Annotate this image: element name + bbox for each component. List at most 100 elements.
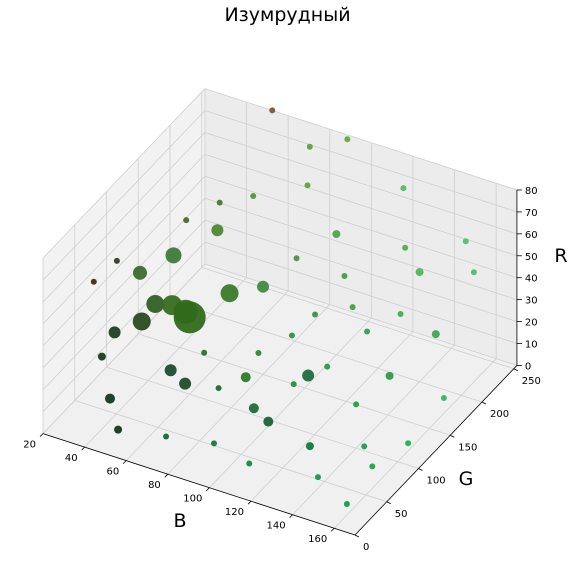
scatter-point — [306, 143, 313, 150]
scatter-point — [263, 416, 274, 427]
x-tick-label: 100 — [183, 494, 202, 505]
scatter-point — [293, 255, 300, 262]
scatter-point — [415, 268, 424, 277]
x-tick-label: 160 — [308, 534, 327, 545]
grid-line — [42, 219, 206, 391]
scatter-point — [114, 425, 123, 434]
data-points — [90, 107, 477, 507]
z-tick-label: 0 — [525, 361, 531, 372]
scatter-point — [431, 330, 440, 339]
scatter-point — [353, 401, 360, 408]
scatter-point — [402, 244, 409, 251]
scatter-point — [211, 224, 224, 237]
scatter-point — [470, 269, 477, 276]
grid-line — [42, 197, 206, 369]
grid-line — [204, 175, 518, 279]
grid-line — [106, 366, 419, 469]
scatter-point — [220, 284, 239, 303]
grid-line — [204, 241, 518, 344]
z-tick-label: 30 — [525, 296, 538, 307]
grid-line — [209, 317, 372, 488]
grid-line — [250, 331, 414, 502]
x-axis-line — [42, 433, 356, 536]
scatter-point — [108, 326, 121, 339]
y-tick-label: 50 — [395, 509, 408, 520]
y-tick — [386, 501, 391, 505]
scatter-point — [215, 385, 222, 392]
z-tick-label: 10 — [525, 339, 538, 350]
scatter-point — [343, 500, 350, 507]
scatter-point — [246, 460, 253, 467]
z-tick-label: 70 — [525, 208, 538, 219]
z-tick-label: 80 — [525, 186, 538, 197]
scatter-point — [146, 294, 165, 313]
y-tick — [418, 468, 423, 471]
y-tick-label: 250 — [522, 376, 541, 387]
scatter-point — [211, 440, 217, 447]
grid-line — [204, 263, 518, 366]
y-tick — [450, 434, 455, 438]
scatter-point — [361, 443, 368, 450]
scatter-point — [462, 238, 469, 245]
tick-labels: 20 40 60 80 100 120 140 160 0 50 100 150 200 250 0 10 20… — [23, 186, 541, 553]
grid-lines — [42, 88, 518, 536]
scatter-point — [344, 136, 351, 143]
scatter-point — [201, 349, 208, 356]
chart-title: Изумрудный — [224, 4, 351, 26]
grid-line — [42, 88, 206, 259]
y-tick-label: 100 — [427, 476, 446, 487]
y-tick — [481, 401, 487, 405]
grid-line — [204, 132, 518, 235]
scatter-point — [304, 182, 311, 189]
scatter-point — [302, 369, 315, 382]
scatter-point — [290, 381, 297, 388]
x-tick — [247, 500, 252, 505]
grid-line — [42, 132, 206, 303]
scatter-point — [133, 265, 147, 280]
scatter-point — [364, 328, 371, 335]
scatter-point — [250, 193, 257, 200]
floor-pane — [43, 264, 517, 535]
y-tick-label: 0 — [363, 542, 369, 553]
scatter-point — [132, 312, 151, 331]
grid-line — [84, 277, 247, 448]
scatter-point — [105, 393, 115, 404]
scatter-point — [341, 273, 348, 280]
grid-line — [201, 266, 514, 370]
scatter-point — [97, 352, 106, 361]
grid-line — [204, 88, 518, 191]
scatter-point — [385, 371, 394, 380]
grid-line — [42, 263, 206, 434]
scatter-point — [324, 363, 331, 370]
scatter-point — [113, 257, 120, 264]
grid-line — [169, 300, 483, 403]
scatter-point — [400, 185, 407, 192]
y-tick-label: 200 — [490, 409, 509, 420]
scatter-point — [369, 463, 376, 470]
scatter-point — [255, 349, 262, 356]
y-tick-label: 150 — [458, 442, 477, 453]
x-tick — [122, 460, 127, 464]
x-tick-label: 20 — [23, 440, 36, 451]
grid-line — [204, 110, 518, 213]
x-tick — [39, 433, 44, 437]
scatter-point — [257, 280, 270, 293]
scatter-point — [349, 304, 356, 311]
grid-line — [42, 154, 206, 325]
grid-line — [204, 219, 518, 322]
z-axis-label: R — [554, 245, 567, 267]
grid-line — [167, 304, 331, 475]
scatter-point — [288, 332, 295, 339]
z-tick-label: 60 — [525, 230, 538, 241]
x-tick-label: 80 — [148, 480, 161, 491]
scatter-point — [405, 440, 412, 447]
x-tick-label: 120 — [225, 507, 244, 518]
scatter-point — [179, 377, 192, 390]
scatter-point — [163, 433, 170, 440]
grid-line — [292, 344, 455, 515]
grid-line — [42, 110, 206, 281]
y-tick — [354, 534, 360, 538]
scatter-point — [305, 442, 314, 451]
scatter-point — [248, 403, 259, 414]
